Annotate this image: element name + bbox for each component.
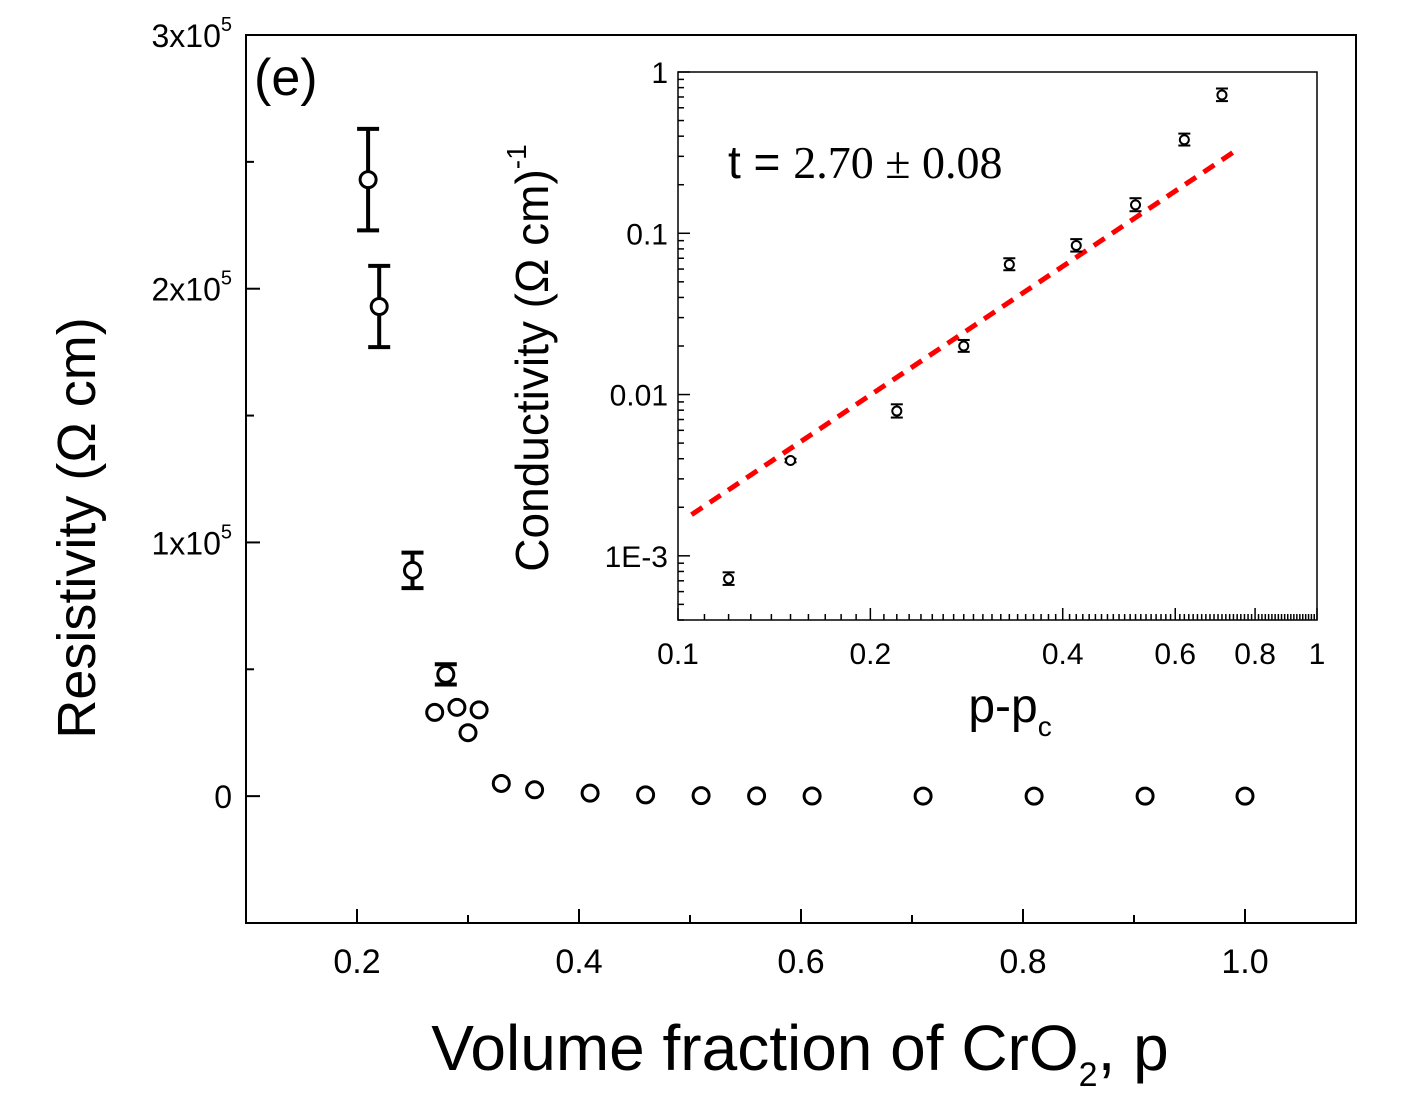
main-data-point xyxy=(1024,786,1044,806)
main-data-point xyxy=(580,783,600,803)
inset-data-point xyxy=(1178,134,1190,146)
main-x-axis-label: Volume fraction of CrO2, p xyxy=(431,1012,1168,1094)
main-data-point xyxy=(1235,786,1255,806)
main-data-point xyxy=(691,786,711,806)
main-data-point xyxy=(369,296,389,316)
main-y-tick-label: 0 xyxy=(214,779,232,815)
main-data-points xyxy=(358,170,1255,806)
inset-annotation: t = 2.70 ± 0.08 xyxy=(728,136,1002,188)
main-data-point xyxy=(525,780,545,800)
main-x-tick-label: 0.4 xyxy=(555,943,602,981)
main-plot: 0.2 0.4 0.6 0.8 1.0 0 1x105 2x105 3x105 (e) Resi… xyxy=(47,14,1357,1094)
main-data-point xyxy=(636,785,656,805)
inset-y-tick-label: 1E-3 xyxy=(605,541,668,574)
inset-plot: 0.1 0.2 0.4 0.6 0.8 1 1E-3 0.01 0.1 1 t = 2.70 ± … xyxy=(501,57,1325,742)
main-x-axis-label-subscript: 2 xyxy=(1079,1056,1098,1094)
inset-data-point xyxy=(1003,259,1015,271)
inset-x-tick-label: 0.2 xyxy=(849,638,891,671)
inset-data-point xyxy=(958,340,970,352)
main-y-axis-label: Resistivity (Ω cm) xyxy=(47,317,107,738)
inset-y-axis-label: Conductivity (Ω cm)-1 xyxy=(501,144,558,571)
main-x-axis-label-tail: , p xyxy=(1098,1012,1169,1084)
main-y-tick-label: 1x105 xyxy=(151,521,232,561)
main-x-tick-label: 0.8 xyxy=(999,943,1046,981)
main-x-tick-label: 0.6 xyxy=(777,943,824,981)
inset-data-point xyxy=(1130,199,1142,211)
inset-y-axis-label-exponent: -1 xyxy=(501,144,532,169)
main-data-point xyxy=(913,786,933,806)
main-data-point xyxy=(447,697,467,717)
inset-x-tick-label: 0.8 xyxy=(1234,638,1276,671)
inset-x-tick-label: 1 xyxy=(1309,638,1326,671)
inset-annotation-value: 2.70 ± 0.08 xyxy=(793,137,1002,188)
main-data-point xyxy=(491,773,511,793)
inset-plot-frame xyxy=(677,71,1318,621)
main-x-tick-label: 0.2 xyxy=(333,943,380,981)
inset-x-tick-label: 0.6 xyxy=(1154,638,1196,671)
inset-data-points xyxy=(723,89,1228,585)
inset-x-axis-label: p-pc xyxy=(968,680,1051,742)
main-data-point xyxy=(403,560,422,580)
main-y-tick-label: 2x105 xyxy=(151,268,232,308)
inset-y-tick-label: 1 xyxy=(651,57,668,90)
main-data-point xyxy=(747,786,767,806)
inset-annotation-lead: t = xyxy=(728,136,793,188)
main-data-point xyxy=(425,702,445,722)
main-data-point xyxy=(458,723,478,743)
inset-x-tick-label: 0.1 xyxy=(657,638,699,671)
inset-data-point xyxy=(723,573,735,585)
main-axis-ticks: 0.2 0.4 0.6 0.8 1.0 0 1x105 2x105 3x105 xyxy=(151,14,1268,981)
inset-axis-ticks: 0.1 0.2 0.4 0.6 0.8 1 1E-3 0.01 0.1 1 xyxy=(605,57,1326,671)
inset-y-tick-label: 0.1 xyxy=(626,218,668,251)
main-data-point xyxy=(436,664,456,684)
inset-data-point xyxy=(1070,239,1082,251)
main-data-point xyxy=(358,170,378,190)
main-data-point xyxy=(802,786,822,806)
main-data-point xyxy=(1135,786,1155,806)
inset-data-point xyxy=(1216,89,1228,101)
panel-label: (e) xyxy=(254,49,318,107)
inset-data-point xyxy=(785,454,797,466)
main-x-tick-label: 1.0 xyxy=(1221,943,1268,981)
inset-x-axis-label-subscript: c xyxy=(1038,711,1052,742)
main-y-tick-label: 3x105 xyxy=(151,14,232,54)
inset-data-point xyxy=(891,405,903,417)
main-data-point xyxy=(469,700,489,720)
inset-y-tick-label: 0.01 xyxy=(610,380,668,413)
inset-x-tick-label: 0.4 xyxy=(1042,638,1084,671)
